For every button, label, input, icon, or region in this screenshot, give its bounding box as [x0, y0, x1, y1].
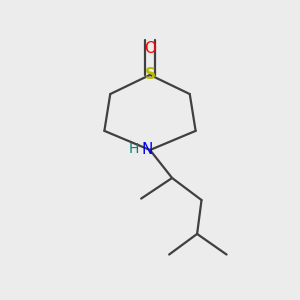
- Text: H: H: [129, 142, 139, 155]
- Text: S: S: [145, 68, 155, 82]
- Text: N: N: [141, 142, 153, 157]
- Text: O: O: [144, 41, 156, 56]
